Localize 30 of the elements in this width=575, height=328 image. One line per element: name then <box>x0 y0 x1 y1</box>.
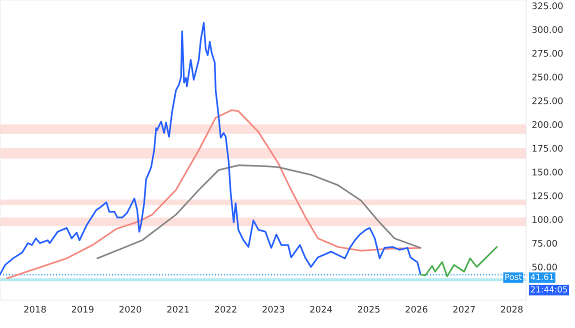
line-series <box>96 164 422 260</box>
annotation: Post <box>505 274 522 280</box>
y-tick-label: 225.00 <box>532 97 563 104</box>
line-series <box>0 22 422 276</box>
x-tick-label: 2019 <box>72 306 94 313</box>
x-tick-label: 2020 <box>119 306 142 313</box>
line-series <box>420 246 498 278</box>
y-tick-label: 150.00 <box>532 168 563 176</box>
x-tick-label: 2027 <box>453 306 475 313</box>
x-tick-label: 2026 <box>406 306 428 313</box>
x-tick-label: 2018 <box>24 306 46 313</box>
y-tick-label: 100.00 <box>532 216 563 223</box>
y-tick-label: 275.00 <box>532 50 563 57</box>
x-tick-label: 2024 <box>310 306 332 313</box>
y-tick-label: 325.00 <box>532 2 563 10</box>
y-tick-label: 50.00 <box>532 264 557 270</box>
x-tick-label: 2022 <box>214 306 236 313</box>
x-tick-label: 2023 <box>262 306 284 313</box>
x-tick-label: 2021 <box>167 306 189 313</box>
x-tick-label: 2028 <box>500 306 523 313</box>
line-series <box>6 109 422 280</box>
y-tick-label: 250.00 <box>532 74 563 80</box>
text: 21:44:05 <box>530 286 567 293</box>
y-tick-label: 75.00 <box>532 240 557 247</box>
y-tick-label: 200.00 <box>532 121 563 128</box>
ref-line-label: 41.61 <box>530 274 554 280</box>
y-tick-label: 175.00 <box>532 144 563 152</box>
y-tick-label: 300.00 <box>532 26 563 33</box>
y-tick-label: 125.00 <box>532 192 563 200</box>
x-tick-label: 2025 <box>358 306 380 313</box>
